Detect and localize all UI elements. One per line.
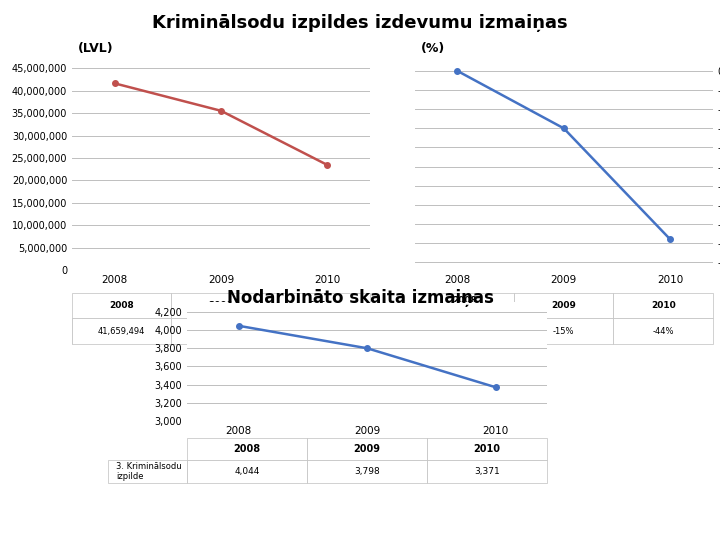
Text: Nodarbināto skaita izmaiņas: Nodarbināto skaita izmaiņas <box>227 289 493 307</box>
Text: Kriminālsodu izpildes izdevumu izmaiņas: Kriminālsodu izpildes izdevumu izmaiņas <box>152 14 568 31</box>
Text: (LVL): (LVL) <box>78 42 114 55</box>
Text: (%): (%) <box>420 42 445 55</box>
